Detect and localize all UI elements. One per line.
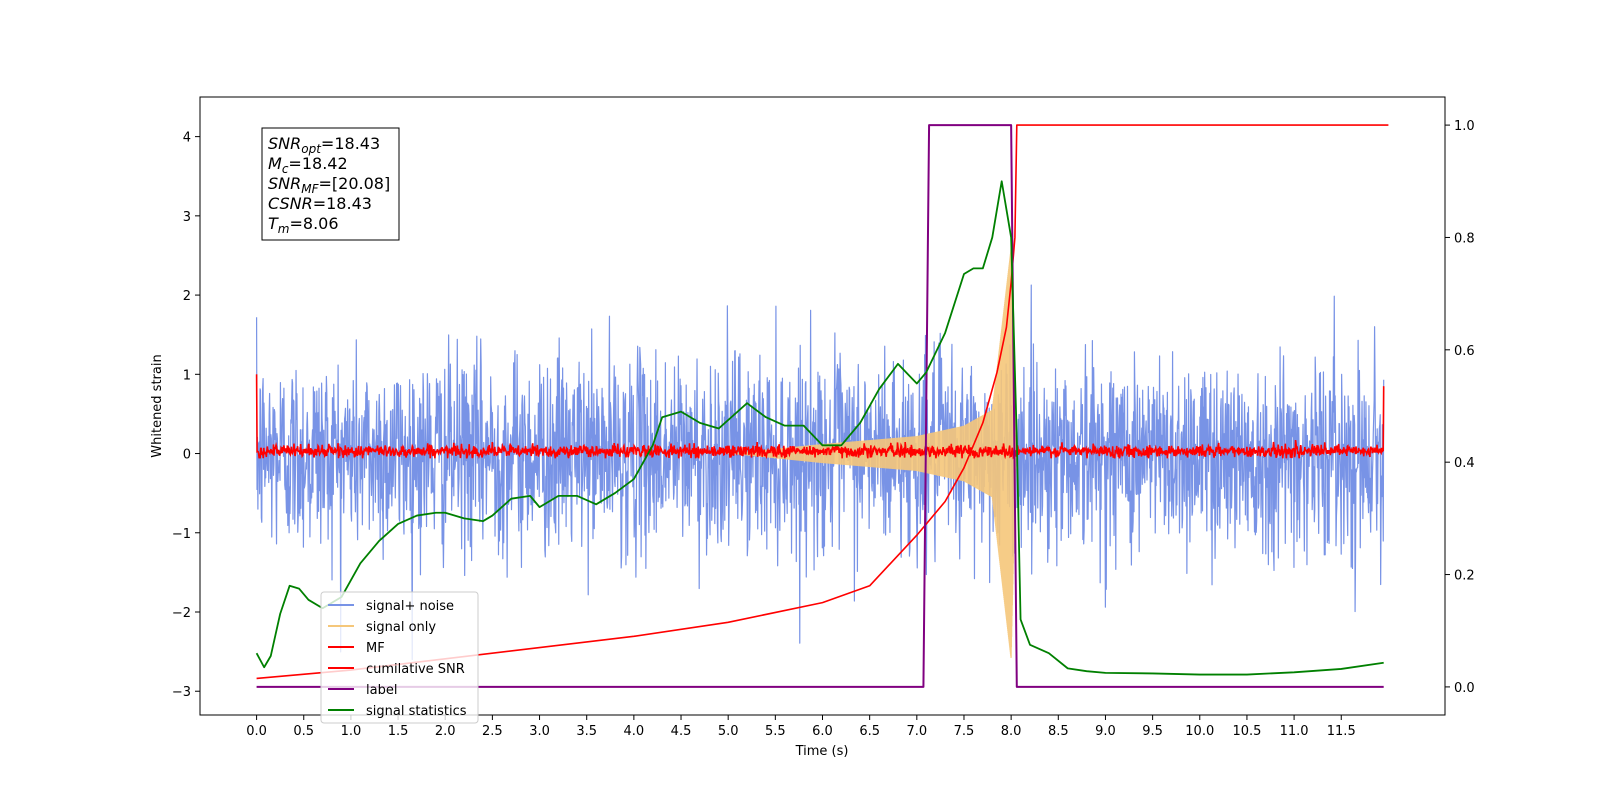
x-tick-label: 6.5 <box>859 724 880 739</box>
x-tick-label: 2.0 <box>435 724 456 739</box>
x-tick-label: 4.5 <box>671 724 692 739</box>
annotation-line: SNRMF=[20.08] <box>268 174 390 196</box>
x-tick-label: 8.5 <box>1048 724 1069 739</box>
legend-frame <box>320 591 479 724</box>
y2-tick-label: 0.6 <box>1454 344 1475 359</box>
series-signal-only <box>728 248 1017 658</box>
x-tick-label: 6.0 <box>812 724 833 739</box>
x-tick-label: 9.0 <box>1095 724 1116 739</box>
x-tick-label: 3.5 <box>576 724 597 739</box>
x-tick-label: 0.5 <box>293 724 314 739</box>
x-tick-label: 0.0 <box>246 724 267 739</box>
x-tick-label: 1.0 <box>341 724 362 739</box>
series-signal-noise <box>255 284 1385 661</box>
y2-tick-label: 1.0 <box>1454 119 1475 134</box>
annotation-line: Tm=8.06 <box>268 214 339 236</box>
annotation-line: CSNR=18.43 <box>268 194 372 213</box>
x-axis: 0.0 0.5 1.0 1.5 2.0 2.5 3.0 3.5 4.0 4.5 5.0 5.5 6.0 6… <box>246 715 1356 739</box>
legend-label: MF <box>366 641 385 656</box>
y-tick-label: 3 <box>183 210 191 225</box>
x-tick-label: 3.0 <box>529 724 550 739</box>
x-tick-label: 7.0 <box>906 724 927 739</box>
y-axis-right: 0.0 0.2 0.4 0.6 0.8 1.0 <box>1445 119 1475 696</box>
y2-tick-label: 0.2 <box>1454 569 1475 584</box>
x-tick-label: 5.5 <box>765 724 786 739</box>
y-tick-label: −3 <box>172 685 191 700</box>
annotation-frame <box>261 127 400 241</box>
annotation-line: Mc=18.42 <box>268 154 348 176</box>
y-tick-label: 1 <box>183 368 191 383</box>
y2-tick-label: 0.0 <box>1454 681 1475 696</box>
annotation-box: SNRopt=18.43Mc=18.42SNRMF=[20.08]CSNR=18… <box>261 127 400 241</box>
y-axis-left: −3 −2 −1 0 1 2 3 4 <box>172 131 200 700</box>
y-tick-label: 2 <box>183 289 191 304</box>
series-signal-statistics <box>255 180 1384 676</box>
series-label <box>256 124 1384 688</box>
annotation-line: SNRopt=18.43 <box>268 134 380 156</box>
y-tick-label: 0 <box>183 448 191 463</box>
x-tick-label: 11.5 <box>1327 724 1356 739</box>
x-tick-label: 5.0 <box>718 724 739 739</box>
x-tick-label: 10.5 <box>1232 724 1261 739</box>
x-tick-label: 10.0 <box>1185 724 1214 739</box>
y2-tick-label: 0.4 <box>1454 456 1475 471</box>
y2-tick-label: 0.8 <box>1454 231 1475 246</box>
legend-label: signal+ noise <box>366 599 454 614</box>
legend: signal+ noise signal only MF cumilative SNR… <box>320 591 479 724</box>
x-tick-label: 4.0 <box>624 724 645 739</box>
legend-label: signal only <box>366 620 436 635</box>
y-tick-label: −1 <box>172 527 191 542</box>
y-axis-label: Whitened strain <box>150 354 165 457</box>
x-axis-label: Time (s) <box>795 744 849 759</box>
x-tick-label: 1.5 <box>388 724 409 739</box>
x-tick-label: 9.5 <box>1142 724 1163 739</box>
y-tick-label: 4 <box>183 131 191 146</box>
legend-label: signal statistics <box>366 704 467 719</box>
legend-label: cumilative SNR <box>366 662 465 677</box>
y-tick-label: −2 <box>172 606 191 621</box>
series-layer <box>255 124 1389 688</box>
x-tick-label: 7.5 <box>954 724 975 739</box>
series-mf <box>255 374 1385 460</box>
legend-label: label <box>366 683 397 698</box>
x-tick-label: 8.0 <box>1001 724 1022 739</box>
x-tick-label: 2.5 <box>482 724 503 739</box>
x-tick-label: 11.0 <box>1280 724 1309 739</box>
